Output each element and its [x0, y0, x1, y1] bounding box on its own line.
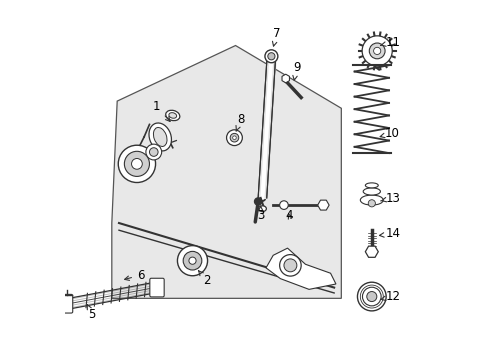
Circle shape	[226, 130, 242, 145]
Circle shape	[232, 136, 236, 139]
Text: 6: 6	[124, 269, 144, 282]
Circle shape	[357, 282, 386, 311]
Circle shape	[362, 36, 391, 66]
Circle shape	[267, 53, 274, 60]
Ellipse shape	[360, 195, 383, 205]
Text: 12: 12	[380, 290, 400, 303]
Circle shape	[366, 292, 376, 302]
FancyBboxPatch shape	[149, 278, 164, 297]
Ellipse shape	[153, 127, 167, 147]
Circle shape	[279, 255, 301, 276]
FancyBboxPatch shape	[58, 294, 73, 313]
Text: 13: 13	[380, 192, 400, 204]
Text: 7: 7	[272, 27, 280, 46]
Ellipse shape	[258, 206, 266, 212]
Circle shape	[188, 257, 196, 264]
Circle shape	[367, 200, 375, 207]
Circle shape	[230, 134, 238, 142]
Ellipse shape	[168, 113, 176, 118]
Text: 10: 10	[379, 127, 398, 140]
Ellipse shape	[149, 123, 171, 151]
Circle shape	[118, 145, 155, 183]
Circle shape	[279, 201, 287, 210]
Text: 1: 1	[153, 100, 170, 121]
Circle shape	[149, 148, 158, 156]
Circle shape	[145, 144, 162, 160]
Text: 14: 14	[379, 228, 400, 240]
Circle shape	[368, 43, 384, 59]
Text: 3: 3	[257, 206, 264, 222]
Circle shape	[177, 246, 207, 276]
Text: 2: 2	[198, 271, 210, 287]
Circle shape	[264, 50, 277, 63]
Text: 8: 8	[236, 113, 244, 131]
Circle shape	[124, 151, 149, 176]
Text: 4: 4	[285, 210, 293, 222]
Text: 9: 9	[292, 60, 300, 80]
Circle shape	[284, 259, 296, 272]
Ellipse shape	[363, 188, 380, 195]
Circle shape	[131, 158, 142, 169]
Polygon shape	[112, 45, 341, 298]
Polygon shape	[265, 248, 335, 289]
Text: 11: 11	[380, 36, 400, 49]
Ellipse shape	[365, 183, 378, 188]
Circle shape	[373, 47, 380, 54]
Circle shape	[362, 287, 380, 306]
Circle shape	[254, 198, 261, 205]
Text: 5: 5	[87, 305, 96, 321]
Circle shape	[183, 251, 202, 270]
Ellipse shape	[165, 110, 180, 121]
